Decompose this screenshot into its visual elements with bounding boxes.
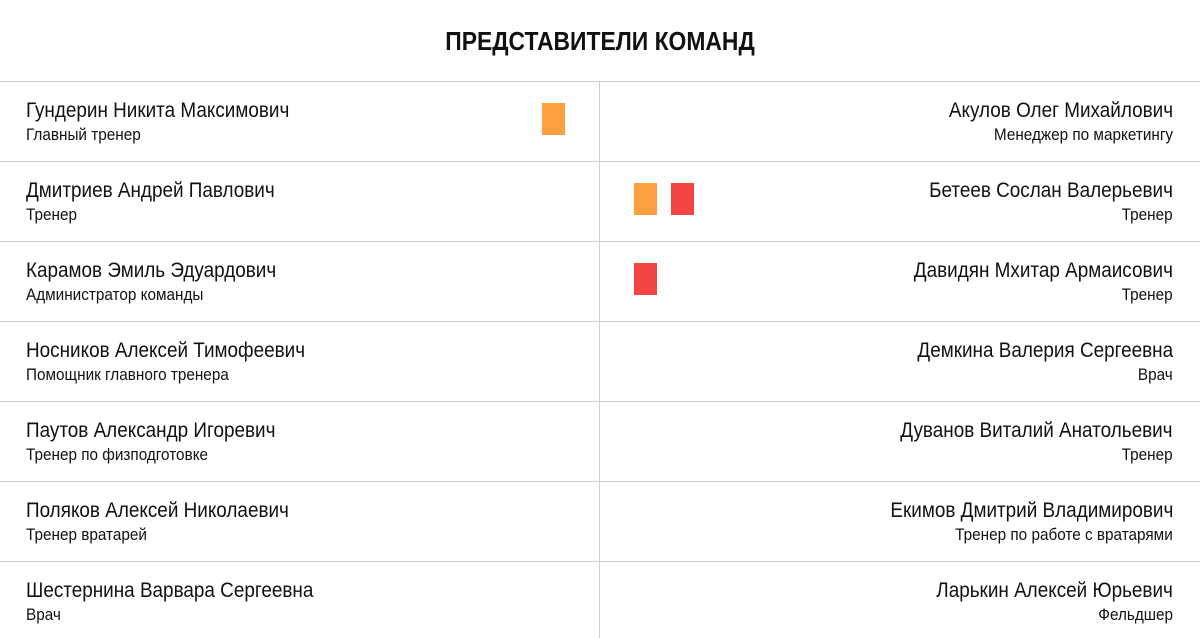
official-name[interactable]: Паутов Александр Игоревич [26,419,276,442]
official-role: Врач [26,605,61,624]
official-right[interactable]: Екимов Дмитрий Владимирович Тренер по ра… [859,498,1173,546]
official-role: Главный тренер [26,125,141,144]
official-left[interactable]: Дмитриев Андрей Павлович Тренер [26,178,302,226]
column-divider [599,81,600,638]
official-left[interactable]: Поляков Алексей Николаевич Тренер вратар… [26,498,318,546]
official-role: Фельдшер [1098,605,1173,624]
official-role: Тренер [26,205,77,224]
official-right[interactable]: Давидян Мхитар Армаисович Тренер [885,258,1173,306]
official-right[interactable]: Дуванов Виталий Анатольевич Тренер [870,418,1173,466]
official-left[interactable]: Гундерин Никита Максимович Главный трене… [26,98,319,146]
official-role: Тренер по физподготовке [26,445,209,464]
official-role: Менеджер по маркетингу [993,125,1173,144]
official-left[interactable]: Шестернина Варвара Сергеевна Врач [26,578,345,626]
official-name[interactable]: Давидян Мхитар Армаисович [913,259,1173,282]
official-name[interactable]: Карамов Эмиль Эдуардович [26,259,277,282]
official-name[interactable]: Демкина Валерия Сергеевна [917,339,1173,362]
official-name[interactable]: Акулов Олег Михайлович [948,99,1173,122]
official-role: Тренер [1122,285,1173,304]
official-name[interactable]: Дмитриев Андрей Павлович [26,179,275,202]
red-card-icon [671,183,694,215]
table-row: Шестернина Варвара Сергеевна Врач Ларьки… [0,562,1200,638]
official-left[interactable]: Карамов Эмиль Эдуардович Администратор к… [26,258,304,306]
table-row: Паутов Александр Игоревич Тренер по физп… [0,402,1200,482]
official-role: Врач [1138,365,1173,384]
table-row: Дмитриев Андрей Павлович Тренер Бетеев С… [0,162,1200,242]
table-row: Поляков Алексей Николаевич Тренер вратар… [0,482,1200,562]
official-left[interactable]: Носников Алексей Тимофеевич Помощник гла… [26,338,336,386]
official-name[interactable]: Носников Алексей Тимофеевич [26,339,306,362]
official-name[interactable]: Ларькин Алексей Юрьевич [936,579,1173,602]
yellow-card-icon [542,103,565,135]
official-name[interactable]: Дуванов Виталий Анатольевич [900,419,1173,442]
official-left[interactable]: Паутов Александр Игоревич Тренер по физп… [26,418,303,466]
yellow-card-icon [634,183,657,215]
official-right[interactable]: Демкина Валерия Сергеевна Врач [889,338,1173,386]
official-role: Тренер вратарей [26,525,147,544]
official-right[interactable]: Бетеев Сослан Валерьевич Тренер [902,178,1173,226]
official-right[interactable]: Ларькин Алексей Юрьевич Фельдшер [910,578,1173,626]
official-role: Тренер [1122,445,1173,464]
official-role: Тренер по работе с вратарями [955,525,1173,544]
official-name[interactable]: Поляков Алексей Николаевич [26,499,289,522]
official-role: Администратор команды [26,285,204,304]
official-role: Тренер [1122,205,1173,224]
table-row: Карамов Эмиль Эдуардович Администратор к… [0,242,1200,322]
official-name[interactable]: Екимов Дмитрий Владимирович [890,499,1173,522]
official-role: Помощник главного тренера [26,365,229,384]
official-name[interactable]: Гундерин Никита Максимович [26,99,290,122]
official-name[interactable]: Шестернина Варвара Сергеевна [26,579,314,602]
team-officials-table: Гундерин Никита Максимович Главный трене… [0,81,1200,638]
red-card-icon [634,263,657,295]
official-right[interactable]: Акулов Олег Михайлович Менеджер по марке… [924,98,1173,146]
page-title: ПРЕДСТАВИТЕЛИ КОМАНД [445,25,755,56]
table-row: Гундерин Никита Максимович Главный трене… [0,82,1200,162]
official-name[interactable]: Бетеев Сослан Валерьевич [929,179,1173,202]
table-row: Носников Алексей Тимофеевич Помощник гла… [0,322,1200,402]
